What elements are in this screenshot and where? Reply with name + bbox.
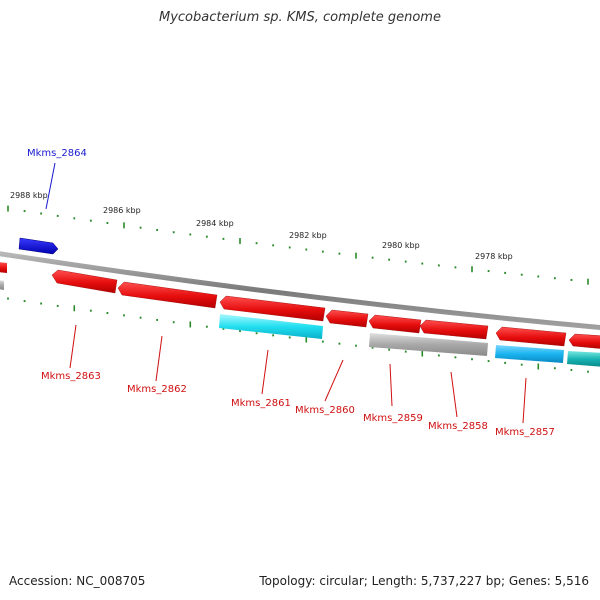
feature-cyan[interactable] (219, 314, 323, 339)
leader-line (69, 324, 77, 369)
leader-line (522, 377, 527, 424)
leader-line (155, 335, 163, 382)
kbp-label: 2980 kbp (382, 241, 420, 250)
gene-arrow-Mkms_2862[interactable] (117, 281, 218, 309)
kbp-label: 2984 kbp (196, 219, 234, 228)
gene-arrow-Mkms_2863[interactable] (51, 269, 118, 294)
kbp-label: 2988 kbp (10, 191, 48, 200)
accession-text: Accession: NC_008705 (9, 574, 146, 588)
outer-tick-row (7, 205, 589, 285)
gene-arrow-Mkms_2859[interactable] (368, 314, 422, 334)
gene-arrow-Mkms_2860[interactable] (325, 309, 369, 328)
gene-label: Mkms_2859 (363, 413, 423, 424)
feature-teal[interactable] (567, 351, 600, 367)
gene-arrow-Mkms_2864[interactable] (18, 237, 59, 255)
kbp-label: 2982 kbp (289, 231, 327, 240)
gene-label: Mkms_2863 (41, 371, 101, 382)
gene-arrow-partial[interactable] (568, 333, 600, 349)
genome-backbone (0, 251, 600, 331)
gene-arrow-Mkms_2857[interactable] (495, 326, 567, 347)
gene-label: Mkms_2861 (231, 398, 291, 409)
gene-label: Mkms_2860 (295, 405, 355, 416)
kbp-label: 2978 kbp (475, 252, 513, 261)
leader-line (389, 363, 393, 407)
gene-arrow-Mkms_2858[interactable] (419, 319, 489, 340)
gene-label: Mkms_2858 (428, 421, 488, 432)
leader-line (324, 359, 344, 402)
gene-arrow-partial[interactable] (0, 280, 4, 290)
leader-line (45, 162, 56, 210)
leader-line (450, 371, 458, 418)
genome-summary-text: Topology: circular; Length: 5,737,227 bp… (259, 574, 589, 588)
feature-sky[interactable] (495, 345, 564, 363)
gene-arrow-Mkms_2861[interactable] (219, 295, 326, 322)
map-title: Mycobacterium sp. KMS, complete genome (159, 10, 441, 25)
feature-gray[interactable] (369, 333, 488, 356)
gene-arrow-partial[interactable] (0, 262, 7, 273)
gene-label: Mkms_2864 (27, 148, 87, 159)
inner-tick-row (7, 297, 589, 373)
kbp-label: 2986 kbp (103, 206, 141, 215)
leader-line (261, 349, 269, 395)
gene-label: Mkms_2857 (495, 427, 555, 438)
gene-label: Mkms_2862 (127, 384, 187, 395)
